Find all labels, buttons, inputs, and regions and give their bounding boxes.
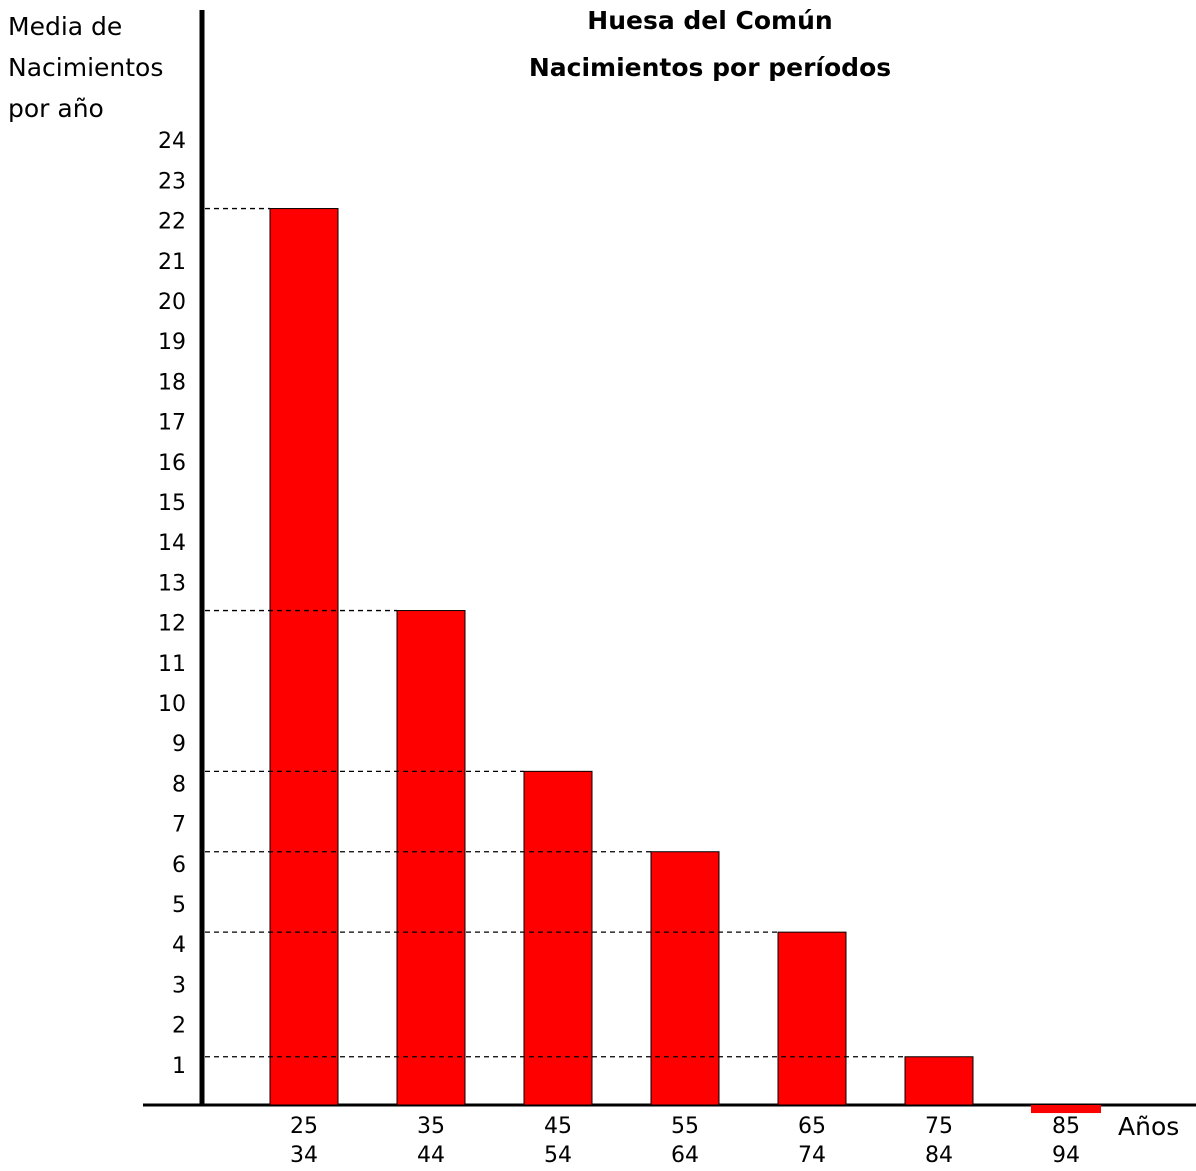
y-axis-label-line-3: por año bbox=[8, 94, 104, 123]
y-tick-label: 11 bbox=[158, 652, 186, 677]
y-tick-label: 3 bbox=[172, 973, 186, 998]
x-tick-label-from: 55 bbox=[671, 1114, 699, 1139]
y-tick-label: 22 bbox=[158, 210, 186, 235]
y-tick-label: 16 bbox=[158, 451, 186, 476]
chart-title: Huesa del Común bbox=[587, 6, 833, 35]
y-axis-label-line-1: Media de bbox=[8, 12, 123, 41]
x-tick-label-from: 85 bbox=[1052, 1114, 1080, 1139]
y-tick-label: 7 bbox=[172, 813, 186, 838]
bar bbox=[1031, 1105, 1101, 1114]
y-tick-label: 17 bbox=[158, 411, 186, 436]
y-tick-label: 19 bbox=[158, 330, 186, 355]
x-tick-label-from: 35 bbox=[417, 1114, 445, 1139]
y-tick-label: 20 bbox=[158, 290, 186, 315]
x-tick-label-to: 94 bbox=[1052, 1143, 1080, 1168]
y-tick-label: 13 bbox=[158, 571, 186, 596]
y-tick-label: 23 bbox=[158, 169, 186, 194]
x-tick-label-to: 74 bbox=[798, 1143, 826, 1168]
y-tick-label: 8 bbox=[172, 772, 186, 797]
y-tick-label: 4 bbox=[172, 933, 186, 958]
y-tick-label: 2 bbox=[172, 1014, 186, 1039]
x-tick-label-from: 65 bbox=[798, 1114, 826, 1139]
x-tick-label-from: 75 bbox=[925, 1114, 953, 1139]
y-axis-label: Media de Nacimientos por año bbox=[8, 6, 163, 129]
x-tick-label-to: 54 bbox=[544, 1143, 572, 1168]
bar bbox=[777, 931, 847, 1106]
y-tick-label: 10 bbox=[158, 692, 186, 717]
x-axis-label: Años bbox=[1118, 1112, 1180, 1141]
chart-subtitle: Nacimientos por períodos bbox=[528, 53, 892, 82]
x-tick-label-from: 45 bbox=[544, 1114, 572, 1139]
y-tick-label: 15 bbox=[158, 491, 186, 516]
x-tick-label-from: 25 bbox=[290, 1114, 318, 1139]
y-tick-label: 6 bbox=[172, 853, 186, 878]
y-tick-label: 9 bbox=[172, 732, 186, 757]
bar bbox=[523, 770, 593, 1106]
y-tick-label: 5 bbox=[172, 893, 186, 918]
bar bbox=[650, 851, 720, 1106]
x-tick-label-to: 64 bbox=[671, 1143, 699, 1168]
x-tick-label-to: 34 bbox=[290, 1143, 318, 1168]
bar bbox=[269, 208, 339, 1106]
y-tick-label: 12 bbox=[158, 612, 186, 637]
y-tick-label: 24 bbox=[158, 129, 186, 154]
x-tick-label-to: 44 bbox=[417, 1143, 445, 1168]
bar bbox=[396, 610, 466, 1106]
bar bbox=[904, 1056, 974, 1106]
y-tick-label: 18 bbox=[158, 370, 186, 395]
y-tick-label: 1 bbox=[172, 1054, 186, 1079]
y-axis-label-line-2: Nacimientos bbox=[8, 53, 164, 82]
x-tick-label-to: 84 bbox=[925, 1143, 953, 1168]
y-tick-label: 14 bbox=[158, 531, 186, 556]
y-tick-label: 21 bbox=[158, 250, 186, 275]
